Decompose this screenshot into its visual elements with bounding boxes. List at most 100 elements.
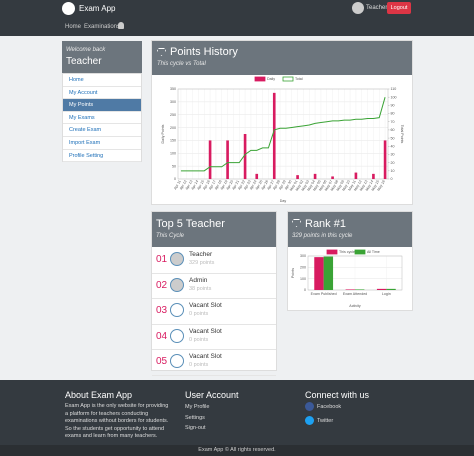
legend-swatch [354, 249, 366, 255]
menu-item[interactable]: Home [63, 74, 141, 87]
x-tick-label: Apr 19 [220, 180, 229, 191]
x-tick-label: Apr 12 [179, 180, 188, 191]
y2-tick-label: 10 [391, 169, 395, 173]
gem-icon [157, 48, 166, 56]
x-tick-label: May 03 [301, 180, 310, 192]
list-item: 02 Admin 38 points [152, 274, 276, 300]
x-tick-label: Apr 14 [191, 180, 200, 191]
list-item: 04 Vacant Slot 0 points [152, 325, 276, 351]
panel-title: Points History [170, 46, 238, 58]
y2-tick-label: 90 [391, 104, 395, 108]
teacher-points: 0 points [189, 311, 209, 318]
x-tick-label: Apr 15 [196, 180, 205, 191]
x-tick-label: Apr 16 [202, 180, 211, 191]
facebook-icon[interactable] [305, 402, 314, 411]
welcome-box: Welcome back Teacher [62, 41, 142, 73]
list-item: 01 Teacher 329 points [152, 248, 276, 274]
y2-tick-label: 0 [391, 177, 393, 181]
menu-item[interactable]: Import Exam [63, 137, 141, 150]
teacher-name: Admin [189, 276, 208, 284]
x-tick-label: May 13 [359, 180, 368, 192]
avatar [170, 303, 184, 318]
y2-axis-title: Total Points [400, 125, 404, 144]
y2-tick-label: 70 [391, 120, 395, 124]
footer-link[interactable]: My Profile [185, 404, 210, 410]
bar [243, 134, 247, 179]
nav-link[interactable]: Home [65, 24, 82, 30]
rank-chart: 0 100 200 300 Exam Published Exam Attended Log… [291, 249, 403, 308]
x-tick-label: May 09 [336, 180, 345, 192]
bar [331, 176, 334, 179]
line-series [180, 97, 386, 172]
x-tick-label: Apr 24 [249, 180, 258, 191]
bar [272, 92, 276, 179]
logo[interactable] [62, 2, 75, 15]
footer-link[interactable]: Twitter [317, 418, 334, 424]
bar [383, 140, 387, 179]
bar [354, 172, 358, 179]
twitter-icon[interactable] [305, 416, 314, 425]
footer-link[interactable]: Sign-out [185, 425, 206, 431]
y-tick-label: 300 [300, 254, 306, 258]
x-tick-label: Exam Published [311, 292, 337, 296]
x-tick-label: Exam Attended [343, 292, 367, 296]
x-tick-label: May 16 [377, 180, 386, 192]
panel-header: Rank #1 329 points in this cycle [288, 212, 412, 247]
teacher-points: 0 points [189, 362, 209, 369]
x-tick-label: Apr 22 [237, 180, 246, 191]
y-tick-label: 100 [170, 151, 176, 155]
brand[interactable]: Exam App [79, 4, 116, 13]
menu-item[interactable]: My Exams [63, 112, 141, 125]
y-tick-label: 200 [170, 126, 176, 130]
legend-label: Total [295, 77, 303, 81]
panel-title: Rank #1 [305, 218, 346, 230]
legend-label: This cycle [339, 250, 355, 254]
bar [376, 288, 387, 290]
x-tick-label: May 06 [318, 180, 327, 192]
menu-item[interactable]: My Account [63, 87, 141, 100]
avatar[interactable] [352, 2, 364, 14]
teacher-points: 38 points [189, 285, 212, 292]
user-name: Teacher [66, 56, 102, 67]
top-list: 01 Teacher 329 points 02 Admin 38 points 03 Vac… [152, 248, 276, 376]
avatar [170, 328, 184, 343]
rank-number: 03 [156, 305, 168, 317]
x-tick-label: May 02 [295, 180, 304, 192]
x-tick-label: May 14 [365, 180, 374, 192]
points-panel: Points History This cycle vs Total 0 50 10… [151, 40, 413, 205]
legend-swatch [326, 249, 338, 255]
teacher-name: Vacant Slot [189, 327, 222, 335]
footer-link[interactable]: Settings [185, 415, 205, 421]
panel-subtitle: 329 points in this cycle [292, 233, 353, 239]
panel-header: Points History This cycle vs Total [152, 41, 412, 75]
x-tick-label: May 01 [289, 180, 298, 192]
y2-tick-label: 110 [391, 87, 397, 91]
menu-item[interactable]: My Points [63, 99, 141, 112]
bar [314, 257, 324, 290]
rank-number: 01 [156, 254, 168, 265]
gem-icon [292, 219, 301, 227]
legend-label: All Time [367, 250, 380, 254]
nav-link[interactable]: Examinations [84, 24, 121, 30]
sidebar-menu: Home My Account My Points My Exams Create Ex… [62, 73, 142, 163]
user-name[interactable]: Teacher [366, 5, 388, 11]
x-tick-label: Apr 23 [243, 180, 252, 191]
x-axis-title: Activity [349, 304, 361, 308]
bar [296, 175, 299, 179]
x-tick-label: May 11 [348, 180, 357, 192]
x-tick-label: Apr 29 [278, 180, 287, 191]
panel-subtitle: This cycle vs Total [157, 61, 206, 67]
bar [372, 173, 375, 179]
x-tick-label: Apr 17 [208, 180, 217, 191]
y-tick-label: 200 [300, 266, 306, 270]
menu-item[interactable]: Profile Setting [63, 150, 141, 163]
bar [313, 173, 317, 179]
y-tick-label: 100 [300, 277, 306, 281]
footer-link[interactable]: Facebook [317, 404, 342, 410]
logout-button[interactable]: Logout [387, 2, 411, 14]
panel-header: Top 5 Teacher This Cycle [152, 212, 276, 247]
y-tick-label: 50 [172, 164, 176, 168]
bell-icon[interactable] [118, 22, 124, 29]
menu-item[interactable]: Create Exam [63, 124, 141, 137]
